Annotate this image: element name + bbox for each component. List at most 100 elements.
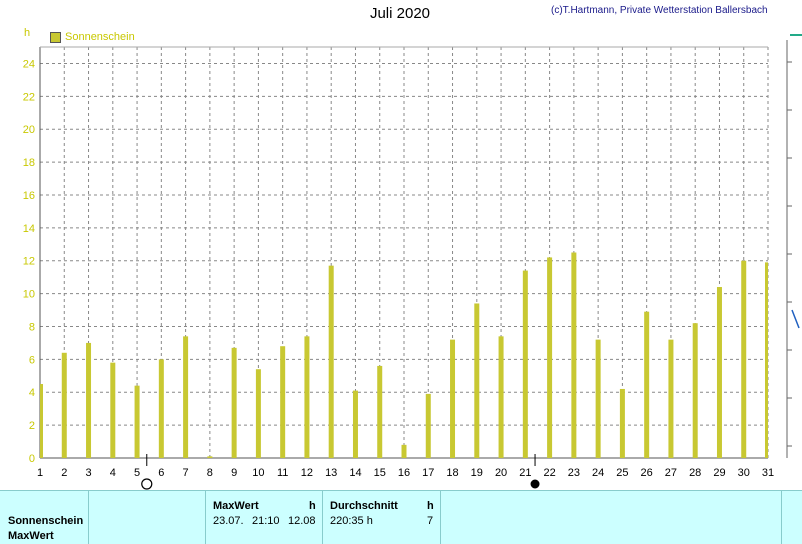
legend-swatch (50, 31, 61, 43)
x-tick-label: 26 (641, 467, 653, 479)
bar-day-28 (692, 323, 698, 458)
row-label-maxwert: MaxWert (8, 530, 54, 542)
bar-day-10 (255, 369, 261, 458)
legend: Sonnenschein (50, 31, 135, 43)
y-tick-label: 22 (23, 91, 35, 103)
bar-day-25 (619, 388, 625, 458)
y-tick-label: 4 (29, 387, 35, 399)
bar-day-20 (498, 336, 504, 458)
bar-day-18 (450, 339, 456, 458)
max-time: 21:10 (252, 515, 280, 527)
y-tick-label: 16 (23, 190, 35, 202)
x-tick-label: 8 (207, 467, 213, 479)
y-tick-label: 14 (23, 223, 35, 235)
x-tick-label: 28 (689, 467, 701, 479)
bar-day-12 (304, 336, 310, 458)
chart-title: Juli 2020 (369, 5, 431, 22)
x-tick-label: 1 (37, 467, 43, 479)
y-tick-label: 0 (29, 453, 35, 465)
bar-day-5 (134, 385, 140, 458)
bar-day-15 (377, 365, 383, 458)
x-tick-label: 18 (446, 467, 458, 479)
y-tick-label: 24 (23, 58, 35, 70)
bar-day-7 (183, 336, 189, 458)
bar-day-31 (765, 262, 768, 458)
x-tick-label: 13 (325, 467, 337, 479)
x-tick-label: 4 (110, 467, 116, 479)
x-tick-label: 12 (301, 467, 313, 479)
panel-rest-cell (441, 491, 782, 544)
x-tick-label: 21 (519, 467, 531, 479)
bar-day-11 (280, 346, 286, 458)
max-unit: h (309, 500, 316, 512)
row-label-sonnenschein: Sonnenschein (8, 515, 84, 527)
x-tick-labels: 1 2 3 4 5 6 7 8 9 10 11 12 13 14 15 16 17 18 19 20 21 22 23 24 2… (37, 467, 774, 479)
x-tick-label: 24 (592, 467, 604, 479)
x-tick-label: 25 (616, 467, 628, 479)
x-tick-label: 30 (738, 467, 750, 479)
x-tick-label: 6 (158, 467, 164, 479)
x-tick-label: 7 (183, 467, 189, 479)
avg-unit: h (427, 500, 434, 512)
bar-day-19 (474, 303, 480, 458)
x-tick-label: 23 (568, 467, 580, 479)
max-value: 12.08 (288, 515, 316, 527)
x-tick-label: 9 (231, 467, 237, 479)
bar-day-6 (158, 359, 164, 458)
y-tick-label: 12 (23, 256, 35, 268)
x-tick-label: 27 (665, 467, 677, 479)
bar-day-27 (668, 339, 674, 458)
chart-bars (40, 252, 768, 458)
x-tick-label: 19 (471, 467, 483, 479)
bar-day-9 (231, 347, 237, 458)
x-tick-label: 31 (762, 467, 774, 479)
panel-label-cell: Sonnenschein MaxWert (0, 491, 89, 544)
bar-day-8 (207, 456, 213, 458)
y-tick-label: 10 (23, 289, 35, 301)
right-edge-line (791, 309, 800, 329)
x-tick-label: 3 (85, 467, 91, 479)
avg-value: 7 (427, 515, 434, 527)
x-tick-label: 14 (349, 467, 361, 479)
x-tick-label: 17 (422, 467, 434, 479)
x-tick-label: 5 (134, 467, 140, 479)
x-tick-label: 11 (277, 467, 288, 479)
bar-day-14 (352, 390, 358, 458)
avg-sum: 220:35 h (330, 515, 373, 527)
bar-day-1 (40, 384, 43, 458)
bar-day-3 (86, 342, 92, 458)
new-moon-icon (530, 479, 540, 489)
y-tick-label: 18 (23, 157, 35, 169)
x-tick-label: 20 (495, 467, 507, 479)
bar-day-17 (425, 393, 431, 458)
panel-empty-cell (89, 491, 206, 544)
x-tick-label: 16 (398, 467, 410, 479)
y-tick-label: 2 (29, 420, 35, 432)
bar-day-16 (401, 444, 407, 458)
right-edge-decoration (786, 34, 802, 458)
x-tick-label: 29 (713, 467, 725, 479)
chart-grid (39, 46, 769, 459)
y-tick-label: 6 (29, 354, 35, 366)
panel-max-cell: MaxWert h 23.07. 21:10 12.08 (206, 491, 323, 544)
x-tick-label: 2 (61, 467, 67, 479)
bar-day-29 (716, 287, 722, 458)
max-date: 23.07. (213, 515, 244, 527)
avg-header: Durchschnitt (330, 500, 398, 512)
full-moon-icon (141, 478, 153, 490)
panel-avg-cell: Durchschnitt h 220:35 h 7 (323, 491, 441, 544)
bar-day-24 (595, 339, 601, 458)
moon-phase-markers (141, 454, 540, 490)
bar-day-22 (547, 257, 553, 458)
bar-day-23 (571, 252, 577, 458)
x-tick-label: 22 (543, 467, 555, 479)
summary-panel: Sonnenschein MaxWert MaxWert h 23.07. 21… (0, 490, 802, 544)
bar-day-26 (644, 311, 650, 458)
x-tick-label: 10 (252, 467, 264, 479)
y-tick-label: 8 (29, 321, 35, 333)
y-tick-label: 20 (23, 124, 35, 136)
max-header: MaxWert (213, 500, 259, 512)
bar-day-30 (741, 260, 747, 458)
